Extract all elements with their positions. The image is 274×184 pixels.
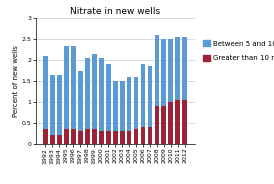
Bar [50,75,55,135]
Bar [169,102,173,144]
Bar [57,135,62,144]
Legend: Between 5 and 10 mg/L, Greater than 10 mg/L: Between 5 and 10 mg/L, Greater than 10 m… [204,40,274,61]
Bar [78,70,83,131]
Bar [64,129,69,144]
Bar [134,77,138,129]
Bar [175,100,180,144]
Bar [78,131,83,144]
Bar [71,129,76,144]
Y-axis label: Percent of new wells: Percent of new wells [13,45,19,117]
Bar [134,129,138,144]
Bar [43,129,48,144]
Bar [141,127,145,144]
Bar [99,131,104,144]
Bar [113,81,118,131]
Bar [57,75,62,135]
Bar [120,131,124,144]
Bar [155,106,159,144]
Bar [127,131,132,144]
Bar [175,37,180,100]
Bar [147,66,152,127]
Bar [85,58,90,129]
Title: Nitrate in new wells: Nitrate in new wells [70,7,160,16]
Bar [182,37,187,100]
Bar [50,135,55,144]
Bar [155,35,159,106]
Bar [161,39,166,106]
Bar [161,106,166,144]
Bar [92,129,96,144]
Bar [169,39,173,102]
Bar [127,77,132,131]
Bar [147,127,152,144]
Bar [182,100,187,144]
Bar [113,131,118,144]
Bar [64,45,69,129]
Bar [106,64,110,131]
Bar [141,64,145,127]
Bar [85,129,90,144]
Bar [120,81,124,131]
Bar [71,45,76,129]
Bar [99,58,104,131]
Bar [92,54,96,129]
Bar [106,131,110,144]
Bar [43,56,48,129]
